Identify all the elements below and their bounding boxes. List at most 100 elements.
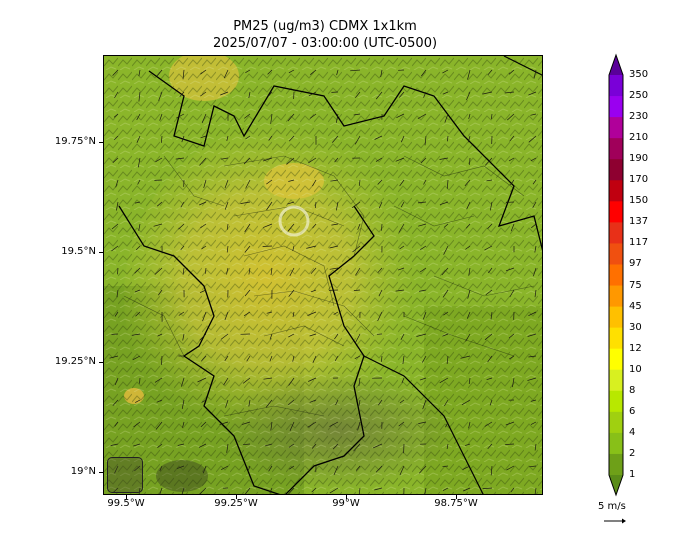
wind-arrow [153, 223, 163, 227]
wind-arrow [490, 465, 493, 476]
colorbar-segment [609, 348, 623, 371]
wind-arrow [442, 333, 449, 337]
wind-arrow [158, 91, 163, 101]
wind-arrow [286, 157, 295, 165]
x-tick-label: 98.75°W [434, 498, 478, 509]
wind-arrow [354, 135, 361, 145]
x-tickmark [346, 495, 347, 499]
wind-arrow [372, 443, 383, 449]
wind-arrow [181, 135, 185, 143]
x-tickmark [456, 495, 457, 499]
wind-arrow [380, 69, 383, 78]
wind-arrow [200, 135, 207, 139]
wind-arrow [331, 223, 339, 226]
wind-arrow [220, 157, 229, 160]
wind-arrow [177, 443, 185, 446]
map-canvas [104, 56, 542, 494]
colorbar-tick-label: 1 [629, 469, 636, 480]
wind-arrow [358, 487, 361, 494]
wind-arrow [508, 69, 515, 75]
map-timestamp: 2025/07/07 - 03:00:00 (UTC-0500) [212, 36, 438, 51]
wind-arrow [226, 443, 229, 453]
wind-arrow [464, 443, 471, 446]
wind-arrow [133, 421, 141, 428]
cdmx-logo-icon [156, 460, 208, 492]
wind-arrow [533, 69, 537, 79]
wind-arrow [136, 113, 141, 121]
wind-arrow [528, 355, 537, 358]
wind-arrow [355, 91, 361, 99]
wind-arrow [446, 179, 449, 189]
wind-arrow [309, 113, 317, 119]
wind-arrow [333, 311, 339, 315]
wind-arrow [199, 289, 207, 294]
wind-arrow [314, 201, 317, 209]
wind-arrow [485, 157, 493, 166]
wind-arrow [199, 333, 207, 341]
wind-arrow [506, 113, 515, 121]
wind-arrow [288, 135, 295, 142]
wind-arrow [446, 443, 449, 450]
wind-arrow [201, 245, 207, 250]
wind-arrow [292, 311, 295, 318]
colorbar-segment [609, 411, 623, 434]
wind-arrow [442, 487, 449, 491]
wind-arrow [424, 135, 427, 146]
wind-arrow [292, 355, 295, 362]
wind-arrow [244, 113, 251, 119]
wind-arrow [534, 245, 537, 253]
wind-arrow [378, 289, 383, 297]
wind-arrow [402, 355, 405, 364]
wind-arrow [265, 399, 273, 408]
wind-arrow [335, 399, 339, 406]
wind-arrow [530, 399, 537, 402]
wind-arrow [482, 487, 493, 489]
wind-arrow [419, 267, 427, 273]
wind-arrow [358, 179, 361, 186]
wind-arrow [200, 223, 207, 229]
wind-arrow [247, 465, 251, 472]
wind-arrow [223, 69, 229, 79]
wind-arrow [111, 223, 119, 230]
wind-arrow [202, 465, 207, 474]
wind-arrow [419, 377, 427, 381]
wind-arrow [336, 69, 339, 76]
wind-arrow [423, 179, 427, 185]
wind-arrow [111, 245, 119, 252]
colorbar-tick-label: 2 [629, 447, 636, 459]
wind-arrow [224, 179, 229, 189]
wind-arrow [357, 223, 361, 230]
colorbar-segment [609, 180, 623, 202]
wind-arrow [134, 289, 141, 293]
wind-arrow [530, 421, 537, 425]
wind-arrow [311, 443, 317, 449]
wind-arrow [138, 223, 141, 231]
wind-arrow [179, 91, 185, 97]
wind-arrow [419, 289, 427, 292]
y-tick-label: 19.75°N [54, 136, 96, 147]
wind-arrow [334, 157, 339, 163]
wind-arrow [466, 201, 471, 210]
wind-arrow [157, 443, 163, 448]
wind-arrow [445, 421, 449, 428]
wind-arrow [329, 267, 339, 270]
wind-arrow [137, 179, 141, 185]
wind-arrow [355, 267, 361, 276]
wind-arrow [510, 487, 515, 493]
wind-arrow [482, 91, 493, 95]
wind-arrow [176, 465, 185, 469]
wind-arrow [312, 223, 317, 229]
wind-arrow [225, 399, 229, 408]
wind-arrow [420, 245, 427, 250]
wind-arrow [418, 421, 427, 424]
wind-arrow [468, 377, 471, 385]
wind-arrow [267, 69, 273, 75]
wind-arrow [135, 399, 141, 403]
wind-arrow [484, 245, 493, 251]
wind-arrow [116, 289, 119, 298]
colorbar-segment [609, 96, 623, 118]
colorbar-tick-label: 210 [629, 132, 649, 144]
wind-arrow [308, 91, 317, 97]
colorbar-tick-label: 150 [629, 195, 649, 207]
colorbar-tick-label: 4 [629, 426, 636, 438]
